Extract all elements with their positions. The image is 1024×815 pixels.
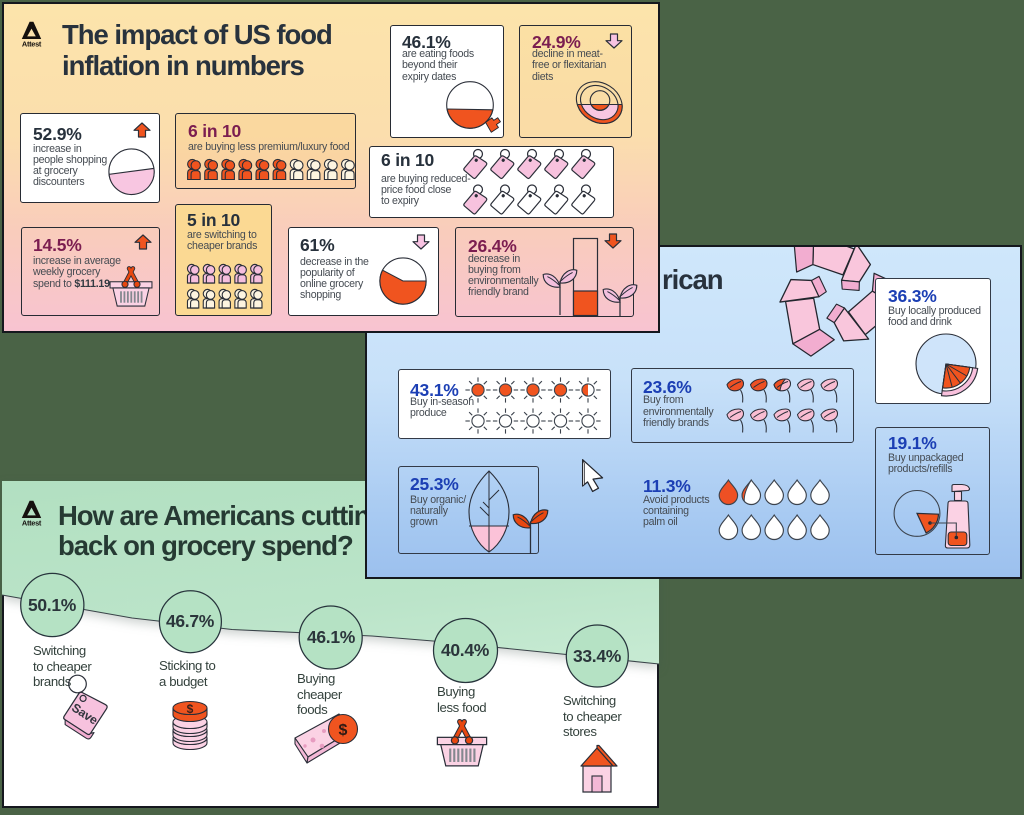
svg-text:Attest: Attest [22, 40, 42, 49]
svg-text:$: $ [187, 702, 194, 716]
svg-text:Attest: Attest [22, 519, 42, 528]
svg-text:$: $ [339, 722, 348, 739]
